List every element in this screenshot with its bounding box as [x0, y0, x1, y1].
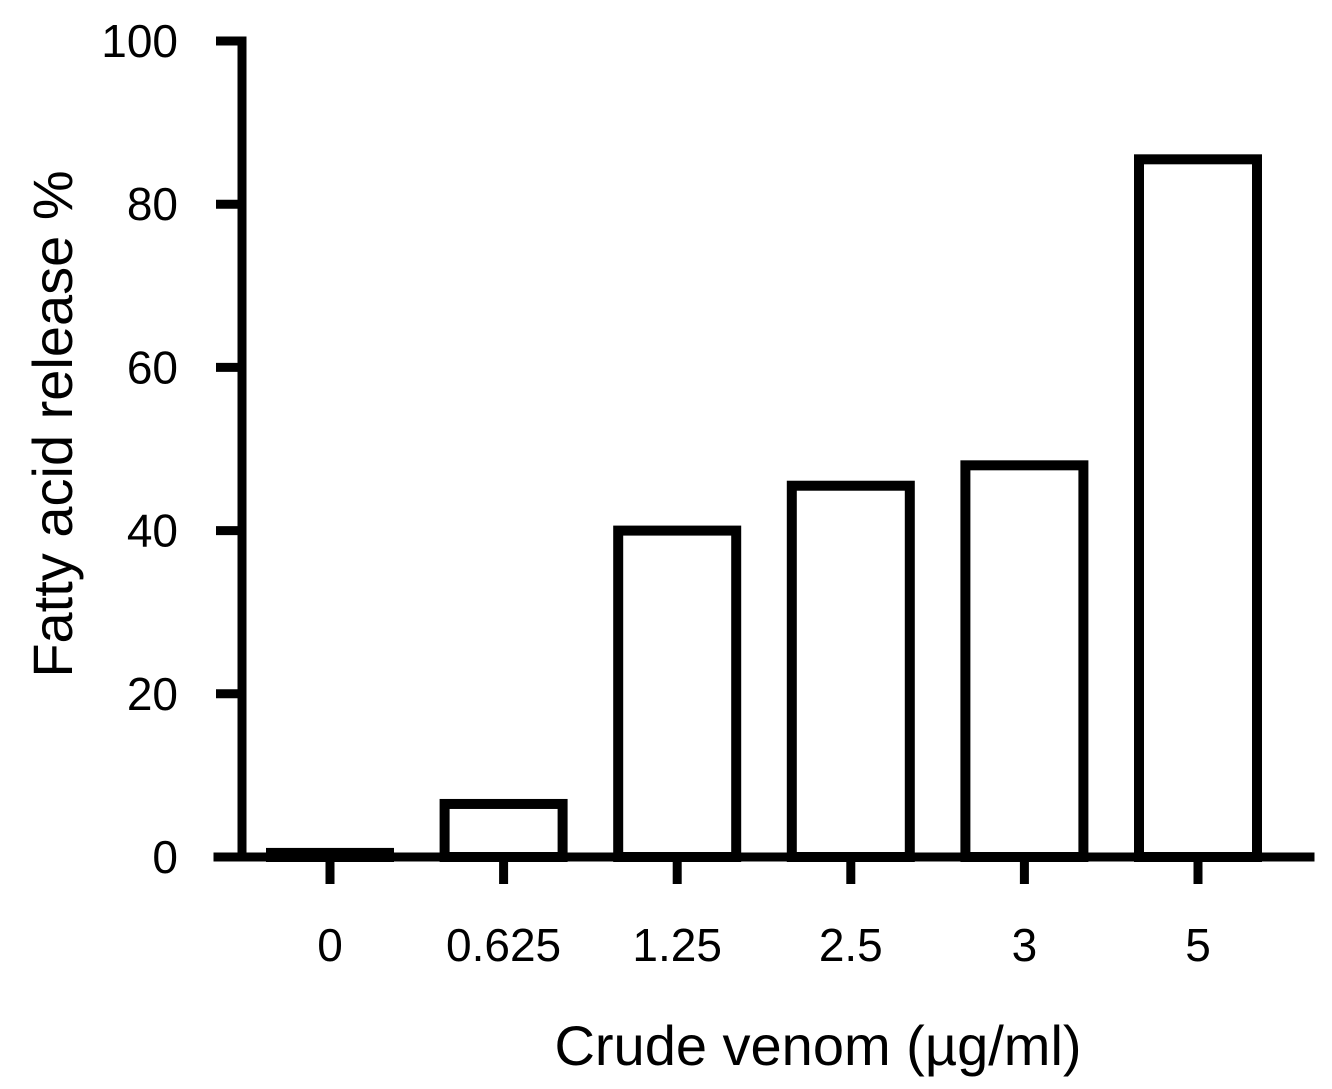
x-tick-label: 3 — [1012, 919, 1038, 971]
y-tick-label: 100 — [101, 15, 178, 67]
x-ticks: 0 0.625 1.25 2.5 3 5 — [317, 857, 1211, 971]
bar-3 — [960, 460, 1089, 862]
x-axis-title: Crude venom (µg/ml) — [554, 1014, 1081, 1077]
y-tick-label: 20 — [127, 668, 178, 720]
y-tick-label: 80 — [127, 178, 178, 230]
y-axis-title: Fatty acid release % — [21, 170, 84, 677]
y-tick-label: 60 — [127, 341, 178, 393]
y-tick-label: 40 — [127, 505, 178, 557]
bars-layer — [266, 154, 1262, 863]
x-tick-label: 0.625 — [446, 919, 561, 971]
x-tick-label: 5 — [1185, 919, 1211, 971]
x-tick-label: 1.25 — [632, 919, 722, 971]
bar-0.625 — [439, 798, 568, 863]
x-tick-label: 0 — [317, 919, 343, 971]
axes-layer — [213, 36, 1315, 862]
y-tick-label: 0 — [152, 831, 178, 883]
bar-5 — [1134, 154, 1262, 862]
bar-1.25 — [613, 525, 742, 862]
x-tick-label: 2.5 — [819, 919, 883, 971]
y-ticks: 0 20 40 60 80 100 — [101, 15, 242, 883]
bar-2.5 — [786, 480, 915, 862]
